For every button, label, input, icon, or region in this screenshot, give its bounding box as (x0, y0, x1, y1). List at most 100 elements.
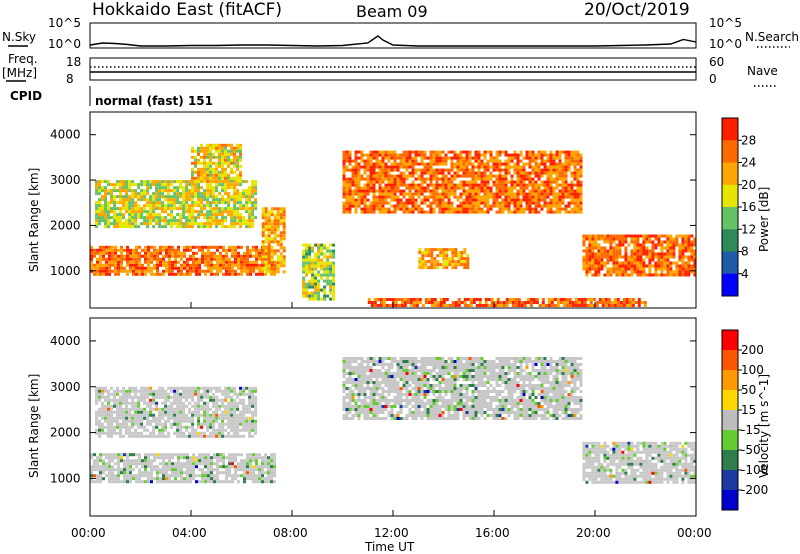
heatmap-cell (224, 186, 228, 190)
heatmap-cell (657, 243, 661, 247)
heatmap-cell (320, 258, 324, 262)
heatmap-cell (579, 198, 583, 202)
heatmap-cell (219, 257, 222, 261)
heatmap-cell (228, 468, 231, 472)
heatmap-cell (171, 468, 174, 472)
heatmap-cell (414, 198, 418, 202)
heatmap-cell (408, 174, 412, 178)
heatmap-cell (149, 389, 153, 393)
heatmap-cell (636, 252, 640, 256)
heatmap-cell (396, 198, 400, 202)
heatmap-cell (203, 198, 207, 202)
heatmap-cell (146, 389, 150, 393)
heatmap-cell (663, 252, 667, 256)
heatmap-cell (246, 462, 249, 466)
heatmap-cell (252, 263, 255, 267)
heatmap-cell (459, 162, 463, 166)
heatmap-cell (640, 301, 644, 304)
heatmap-cell (423, 186, 427, 190)
heatmap-cell (522, 174, 526, 178)
heatmap-cell (483, 204, 487, 208)
heatmap-cell (198, 468, 201, 472)
heatmap-cell (630, 264, 634, 268)
heatmap-cell (170, 180, 174, 184)
heatmap-cell (463, 301, 467, 304)
heatmap-cell (147, 462, 150, 466)
heatmap-cell (684, 246, 688, 250)
heatmap-cell (631, 298, 635, 301)
heatmap-cell (510, 159, 514, 163)
heatmap-cell (442, 304, 446, 307)
heatmap-cell (588, 264, 592, 268)
heatmap-cell (369, 162, 373, 166)
heatmap-cell (197, 189, 201, 193)
heatmap-cell (453, 165, 457, 169)
heatmap-cell (570, 174, 574, 178)
heatmap-cell (447, 180, 451, 184)
heatmap-cell (282, 210, 286, 214)
heatmap-cell (405, 183, 409, 187)
heatmap-cell (451, 251, 455, 255)
heatmap-cell (576, 180, 580, 184)
heatmap-cell (255, 248, 258, 252)
heatmap-cell (311, 267, 315, 271)
heatmap-cell (90, 254, 93, 258)
heatmap-cell (507, 153, 511, 157)
heatmap-cell (146, 386, 150, 390)
heatmap-cell (152, 210, 156, 214)
heatmap-cell (348, 150, 352, 154)
heatmap-cell (582, 240, 586, 244)
heatmap-cell (209, 434, 213, 438)
heatmap-cell (525, 153, 529, 157)
heatmap-cell (381, 156, 385, 160)
heatmap-cell (192, 269, 195, 273)
heatmap-cell (660, 264, 664, 268)
heatmap-cell (138, 480, 141, 484)
heatmap-cell (98, 210, 101, 214)
heatmap-cell (219, 480, 222, 484)
heatmap-cell (108, 245, 111, 249)
heatmap-cell (417, 189, 421, 193)
heatmap-cell (459, 183, 463, 187)
heatmap-cell (675, 273, 679, 277)
heatmap-cell (666, 243, 670, 247)
heatmap-cell (348, 207, 352, 211)
heatmap-cell (456, 210, 460, 214)
heatmap-cell (472, 298, 476, 301)
heatmap-cell (119, 198, 122, 202)
heatmap-cell (444, 177, 448, 181)
heatmap-cell (302, 243, 306, 247)
heatmap-cell (373, 304, 377, 307)
heatmap-cell (186, 245, 189, 249)
heatmap-cell (402, 150, 406, 154)
heatmap-cell (210, 263, 213, 267)
heatmap-cell (302, 261, 306, 265)
heatmap-cell (180, 474, 183, 478)
heatmap-cell (231, 260, 234, 264)
heatmap-cell (375, 177, 379, 181)
heatmap-cell (134, 207, 138, 211)
heatmap-cell (610, 301, 614, 304)
heatmap-cell (270, 222, 274, 226)
heatmap-cell (663, 234, 667, 238)
heatmap-cell (534, 183, 538, 187)
heatmap-cell (372, 207, 376, 211)
heatmap-cell (135, 266, 138, 270)
heatmap-cell (129, 471, 132, 475)
heatmap-cell (450, 165, 454, 169)
heatmap-cell (405, 198, 409, 202)
heatmap-cell (603, 234, 607, 238)
heatmap-cell (381, 171, 385, 175)
heatmap-cell (128, 419, 132, 423)
heatmap-cell (690, 264, 694, 268)
heatmap-cell (486, 204, 490, 208)
heatmap-cell (417, 177, 421, 181)
heatmap-cell (191, 176, 194, 180)
heatmap-cell (597, 246, 601, 250)
heatmap-cell (598, 298, 602, 301)
heatmap-cell (125, 401, 128, 405)
heatmap-cell (531, 150, 535, 154)
heatmap-cell (126, 480, 129, 484)
heatmap-cell (218, 201, 222, 205)
heatmap-cell (550, 298, 554, 301)
